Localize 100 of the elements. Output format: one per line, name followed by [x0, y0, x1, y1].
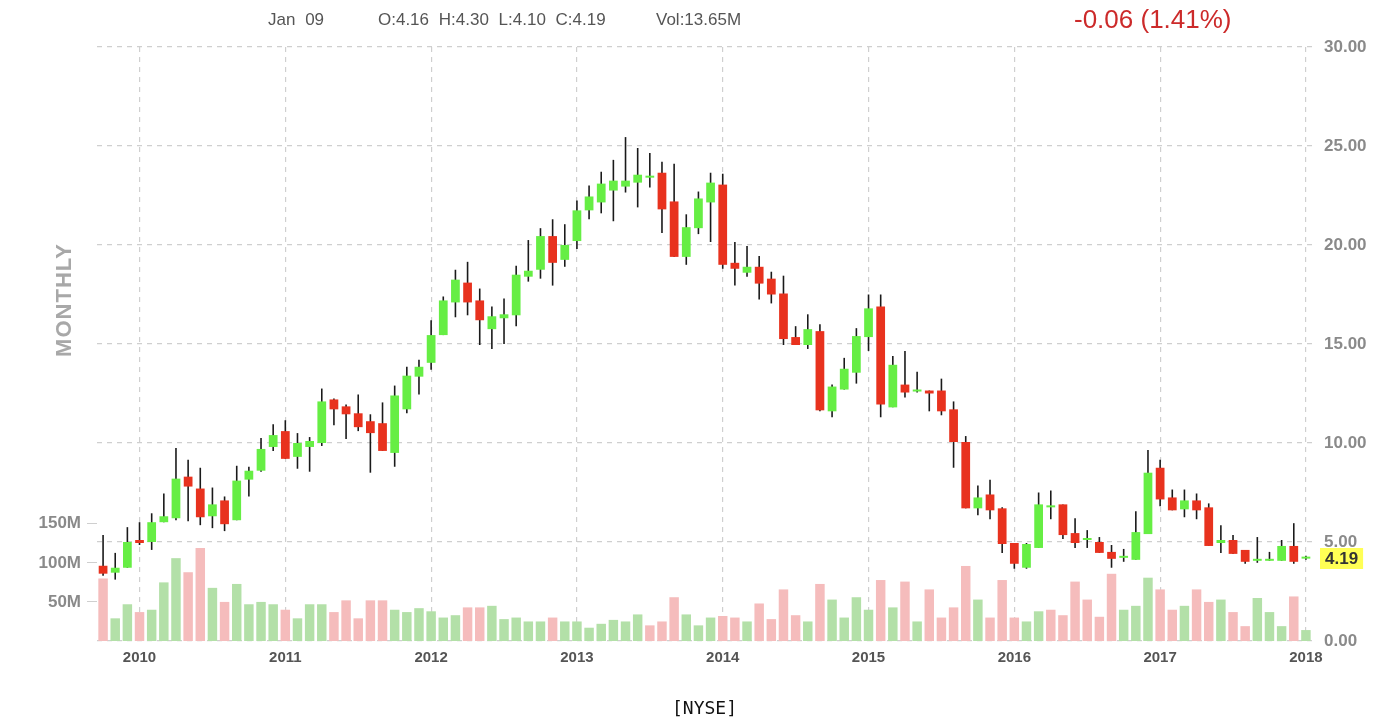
candlestick	[499, 297, 509, 345]
candlestick	[220, 495, 229, 532]
bar	[523, 621, 534, 641]
bar	[353, 618, 363, 641]
bar	[341, 600, 351, 641]
y2-tick-label: 150M	[38, 513, 81, 533]
bar	[645, 625, 655, 641]
bar	[1216, 599, 1226, 641]
bar	[888, 607, 898, 641]
candlestick	[1289, 522, 1299, 565]
bar	[219, 601, 230, 641]
bar	[1191, 589, 1202, 641]
bar	[839, 617, 849, 641]
x-tick-label: 2014	[706, 648, 741, 666]
bar	[1094, 616, 1105, 641]
bar	[827, 599, 837, 641]
bar	[960, 565, 971, 641]
y2-tick-label: 100M	[38, 552, 81, 572]
bar	[1179, 605, 1190, 641]
bar	[317, 604, 327, 641]
candlestick	[791, 325, 800, 346]
bar	[632, 614, 643, 641]
bar	[414, 608, 424, 641]
candlestick	[268, 423, 278, 452]
bar	[1240, 626, 1250, 641]
candlestick	[463, 261, 472, 317]
bar	[98, 578, 108, 641]
bar	[450, 615, 461, 641]
bar	[195, 547, 206, 641]
bar	[1070, 581, 1080, 641]
bar	[511, 617, 521, 641]
candlestick	[730, 241, 740, 287]
text: O:4.16 H:4.30 L:4.10 C:4.19	[378, 10, 606, 30]
bar	[1155, 589, 1165, 641]
bar	[134, 612, 145, 641]
bar	[426, 611, 436, 641]
bar	[1167, 609, 1178, 641]
candlestick	[147, 512, 157, 551]
candlestick	[742, 245, 752, 278]
bar	[560, 621, 570, 641]
bar	[244, 604, 254, 641]
bar	[620, 621, 631, 641]
bar	[584, 627, 594, 641]
bar	[1131, 605, 1141, 641]
bar	[280, 609, 291, 641]
candlestick	[645, 152, 655, 189]
bar	[669, 597, 679, 641]
bar	[985, 617, 995, 641]
candlestick	[475, 287, 485, 346]
bar	[1289, 596, 1299, 641]
bar	[256, 601, 266, 641]
bar	[973, 599, 983, 641]
bar	[1203, 601, 1214, 641]
bar	[1033, 611, 1044, 641]
candlestick	[183, 459, 193, 523]
candlestick	[341, 403, 351, 440]
candlestick	[609, 159, 618, 223]
bar	[924, 589, 935, 641]
candlestick	[451, 268, 460, 319]
x-tick-label: 2018	[1289, 648, 1323, 666]
candlestick	[1228, 534, 1238, 555]
candlestick	[839, 357, 849, 391]
bar	[535, 621, 546, 641]
candlestick	[754, 255, 764, 301]
candlestick	[1277, 539, 1286, 562]
bar	[754, 603, 764, 641]
text: MONTHLY	[51, 243, 77, 357]
candlestick	[1180, 488, 1189, 519]
y-tick-label: 20.00	[1324, 234, 1367, 254]
candlestick	[621, 136, 630, 194]
candlestick	[985, 478, 995, 521]
candlestick	[487, 305, 497, 350]
y2-tick-label: 50M	[47, 591, 81, 611]
bar	[377, 600, 388, 641]
bar	[705, 617, 716, 641]
y-tick-label: 25.00	[1324, 135, 1367, 155]
bar	[487, 605, 497, 641]
candlestick	[1082, 529, 1092, 549]
bar	[948, 607, 959, 641]
bar	[1276, 626, 1287, 641]
x-tick-label: 2015	[851, 648, 886, 666]
text: Vol:13.65M	[656, 10, 742, 30]
x-axis-title: [NYSE]	[671, 696, 738, 718]
bar	[997, 580, 1007, 641]
bar	[596, 623, 606, 641]
bar	[1106, 573, 1117, 641]
bar	[1082, 599, 1092, 641]
bar	[402, 612, 412, 641]
candlestick	[1192, 492, 1201, 521]
candlestick	[305, 436, 314, 473]
candlestick	[1070, 517, 1080, 549]
candlestick	[135, 521, 144, 546]
bar	[547, 617, 558, 641]
bar	[183, 572, 193, 641]
text: 4.19	[1325, 548, 1359, 568]
x-tick-label: 2016	[997, 648, 1032, 666]
bar	[329, 612, 339, 641]
bar	[851, 597, 862, 641]
candlestick	[208, 486, 217, 529]
y-tick-label: 0.00	[1324, 630, 1358, 650]
